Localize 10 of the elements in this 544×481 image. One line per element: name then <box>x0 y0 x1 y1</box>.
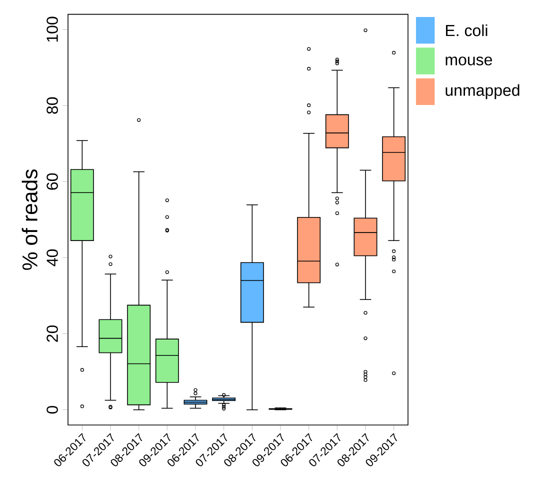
y-tick-label: 20 <box>46 325 58 342</box>
legend-label: mouse <box>446 56 492 66</box>
y-axis-title: % of reads <box>22 169 38 270</box>
y-tick-label: 60 <box>46 173 58 190</box>
y-tick-label: 80 <box>46 97 58 114</box>
y-tick-label: 0 <box>46 406 58 414</box>
legend-label: unmapped <box>446 84 520 100</box>
y-tick-label: 40 <box>46 249 58 266</box>
legend-label: E. coli <box>446 24 488 36</box>
y-tick-label: 100 <box>46 16 58 42</box>
